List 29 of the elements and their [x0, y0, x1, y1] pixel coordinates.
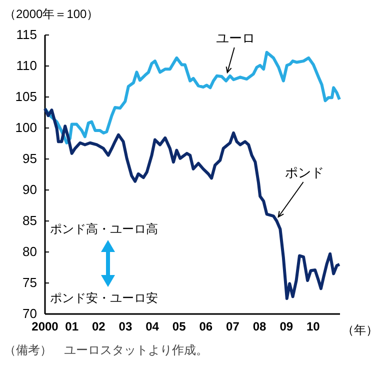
y-tick-label: 90 — [22, 182, 37, 198]
annotation: ポンド安・ユーロ安 — [50, 291, 158, 305]
y-tick-label: 115 — [16, 27, 37, 42]
text: （備考） ユーロスタットより作成。 — [4, 343, 208, 357]
x-tick-label: 2000 — [32, 320, 59, 334]
y-tick-label: 85 — [22, 213, 37, 228]
annotation: ポンド高・ユーロ高 — [50, 222, 158, 236]
annotation: ユーロ — [216, 30, 255, 46]
y-tick-label: 75 — [22, 275, 37, 290]
x-tick-label: 08 — [252, 320, 267, 334]
y-tick-label: 105 — [15, 89, 37, 104]
y-tick-label: 100 — [15, 120, 37, 136]
x-tick-label: 10 — [306, 320, 320, 334]
x-tick-label: 04 — [146, 320, 160, 334]
x-tick-label: 03 — [118, 320, 132, 334]
x-tick-label: 09 — [280, 320, 294, 334]
x-tick-label: 01 — [65, 320, 79, 334]
y-tick-label: 80 — [22, 244, 37, 260]
y-tick-label: 95 — [22, 151, 37, 166]
x-tick-label: 02 — [92, 320, 106, 334]
y-axis-title: （2000年＝100） — [4, 7, 99, 21]
y-tick-label: 110 — [16, 58, 37, 74]
x-tick-label: 05 — [172, 320, 186, 334]
y-tick-label: 70 — [22, 306, 37, 322]
x-tick-label: 06 — [199, 320, 213, 334]
annotation: ポンド — [284, 165, 324, 180]
x-axis-title: （年） — [342, 323, 371, 337]
line-series — [44, 50, 341, 144]
x-tick-label: 07 — [226, 320, 240, 334]
